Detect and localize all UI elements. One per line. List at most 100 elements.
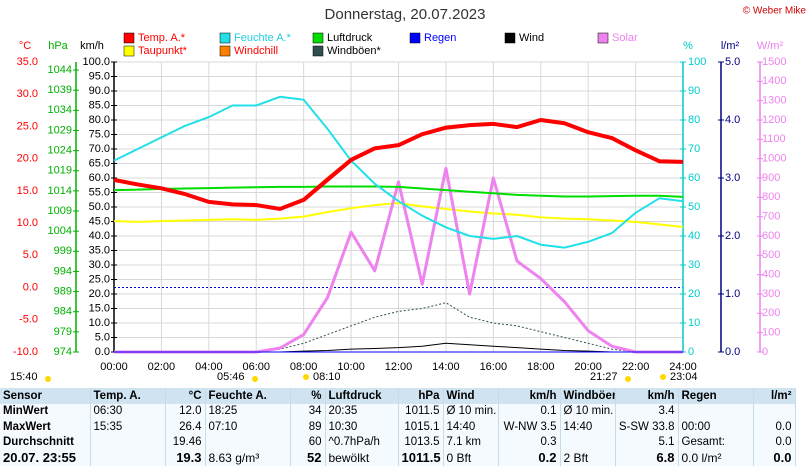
table-cell: 52 <box>290 450 326 466</box>
y-tick-label: 979 <box>54 326 72 338</box>
x-tick-label: 00:00 <box>100 361 128 373</box>
y-tick-label: 5.0 <box>23 249 38 261</box>
legend-label: Solar <box>612 32 638 44</box>
x-tick-label: 06:00 <box>242 361 270 373</box>
y-tick-label: 1500 <box>762 56 786 68</box>
legend-label: Regen <box>424 32 456 44</box>
table-cell: 1011.5 <box>398 403 444 419</box>
sun-moon-icon <box>252 376 258 382</box>
table-row: 20.07. 23:55 19.3 8.63 g/m³ 52 bewölkt 1011.5… <box>0 450 796 466</box>
axis-unit: l/m² <box>721 40 740 52</box>
legend-swatch <box>219 45 231 57</box>
y-tick-label: 1019 <box>48 165 72 177</box>
y-tick-label: 700 <box>762 211 780 223</box>
y-tick-label: 300 <box>762 288 780 300</box>
legend-swatch <box>123 32 135 44</box>
y-tick-label: 30 <box>688 259 700 271</box>
y-tick-label: 10.0 <box>17 217 38 229</box>
y-tick-label: 974 <box>54 346 72 358</box>
table-cell: S-SW 33.8 <box>615 419 679 435</box>
x-tick-label: 18:00 <box>527 361 555 373</box>
table-cell: 14:40 <box>560 419 616 435</box>
y-tick-label: 70 <box>688 143 700 155</box>
y-tick-label: 1029 <box>48 124 72 136</box>
y-tick-label: 5.0 <box>95 331 110 343</box>
table-cell: Durchschnitt <box>0 434 91 450</box>
y-tick-label: 95.0 <box>89 70 110 82</box>
sun-moon-time: 23:04 <box>670 371 698 383</box>
table-cell: 3.4 <box>615 403 679 419</box>
legend-label: Feuchte A.* <box>234 32 292 44</box>
table-cell: 34 <box>290 403 326 419</box>
y-tick-label: 1024 <box>48 145 72 157</box>
table-cell: 12.0 <box>165 403 206 419</box>
y-tick-label: 600 <box>762 230 780 242</box>
y-tick-label: 984 <box>54 306 72 318</box>
table-cell <box>205 434 291 450</box>
sun-moon-icon <box>625 376 631 382</box>
legend-swatch <box>123 45 135 57</box>
series-line <box>114 302 683 353</box>
y-tick-label: -10.0 <box>13 346 38 358</box>
legend-swatch <box>409 32 421 44</box>
x-tick-label: 22:00 <box>622 361 650 373</box>
table-row: Durchschnitt 19.46 60 ^0.7hPa/h 1013.5 7.1 km… <box>0 434 796 450</box>
y-tick-label: 4.0 <box>725 114 740 126</box>
y-tick-label: -5.0 <box>19 314 38 326</box>
table-cell: 7.1 km <box>443 434 499 450</box>
sun-moon-time: 05:46 <box>217 371 245 383</box>
series-line <box>113 118 684 211</box>
table-cell: 1011.5 <box>398 450 444 466</box>
y-tick-label: 900 <box>762 172 780 184</box>
table-cell: 20:35 <box>325 403 399 419</box>
table-cell: Temp. A. <box>90 388 166 404</box>
table-cell: ^0.7hPa/h <box>325 434 399 450</box>
y-tick-label: 50 <box>688 201 700 213</box>
y-tick-label: 0 <box>688 346 694 358</box>
table-cell: W-NW 3.5 <box>498 419 561 435</box>
table-cell: 5.1 <box>615 434 679 450</box>
y-tick-label: 3.0 <box>725 172 740 184</box>
y-tick-label: 25.0 <box>17 120 38 132</box>
table-cell: 1015.1 <box>398 419 444 435</box>
y-tick-label: 1034 <box>48 104 72 116</box>
legend-label: Windchill <box>234 45 278 57</box>
axis-unit: km/h <box>80 40 104 52</box>
y-tick-label: 35.0 <box>17 56 38 68</box>
table-cell <box>90 434 166 450</box>
table-cell: Sensor <box>0 388 91 404</box>
table-cell: hPa <box>398 388 444 404</box>
y-tick-label: 5.0 <box>725 56 740 68</box>
table-cell: 00:00 <box>678 419 754 435</box>
table-cell: 0.0 <box>753 450 796 466</box>
table-cell: 6.8 <box>615 450 679 466</box>
axis-unit: W/m² <box>757 40 784 52</box>
table-cell: MaxWert <box>0 419 91 435</box>
axis-unit: hPa <box>48 40 68 52</box>
table-cell: 0.2 <box>498 450 561 466</box>
table-cell: 0.0 l/m² <box>678 450 754 466</box>
y-tick-label: 30.0 <box>89 259 110 271</box>
y-tick-label: 989 <box>54 285 72 297</box>
y-tick-label: 45.0 <box>89 215 110 227</box>
y-tick-label: 90 <box>688 85 700 97</box>
x-tick-label: 10:00 <box>337 361 365 373</box>
table-row: MaxWert 15:35 26.4 07:10 89 10:30 1015.1 14:40 W… <box>0 419 796 435</box>
table-cell: km/h <box>615 388 679 404</box>
table-cell: 06:30 <box>90 403 166 419</box>
table-cell: Ø 10 min. <box>443 403 499 419</box>
y-tick-label: 100 <box>688 56 706 68</box>
legend-label: Wind <box>519 32 544 44</box>
table-cell: Feuchte A. <box>205 388 291 404</box>
y-tick-label: 0 <box>762 346 768 358</box>
table-cell: 26.4 <box>165 419 206 435</box>
table-cell: 1013.5 <box>398 434 444 450</box>
y-tick-label: 100.0 <box>82 56 110 68</box>
series-line <box>113 202 684 228</box>
table-cell: 2 Bft <box>560 450 616 466</box>
table-cell: °C <box>165 388 206 404</box>
y-tick-label: 1039 <box>48 84 72 96</box>
x-tick-label: 02:00 <box>148 361 176 373</box>
chart: Donnerstag, 20.07.2023 © Weber Mike 00:0… <box>10 6 806 383</box>
legend-swatch <box>504 32 516 44</box>
